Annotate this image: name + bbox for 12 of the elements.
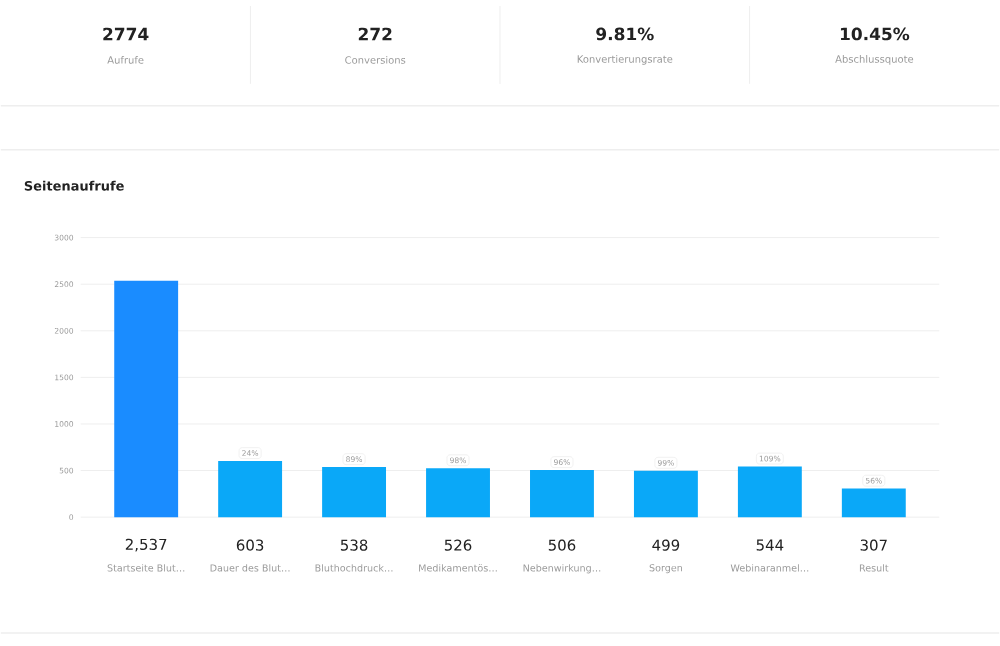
text: 2774 [103, 27, 149, 40]
bar [114, 280, 179, 517]
text: 9.81% [596, 27, 654, 40]
bar [633, 470, 698, 517]
bar [841, 488, 906, 517]
bar [322, 466, 387, 517]
bar [218, 460, 283, 517]
text: 272 [358, 27, 392, 40]
bar [737, 465, 802, 517]
text: 10.45% [840, 27, 910, 40]
bar [530, 469, 594, 517]
bar [426, 467, 490, 517]
